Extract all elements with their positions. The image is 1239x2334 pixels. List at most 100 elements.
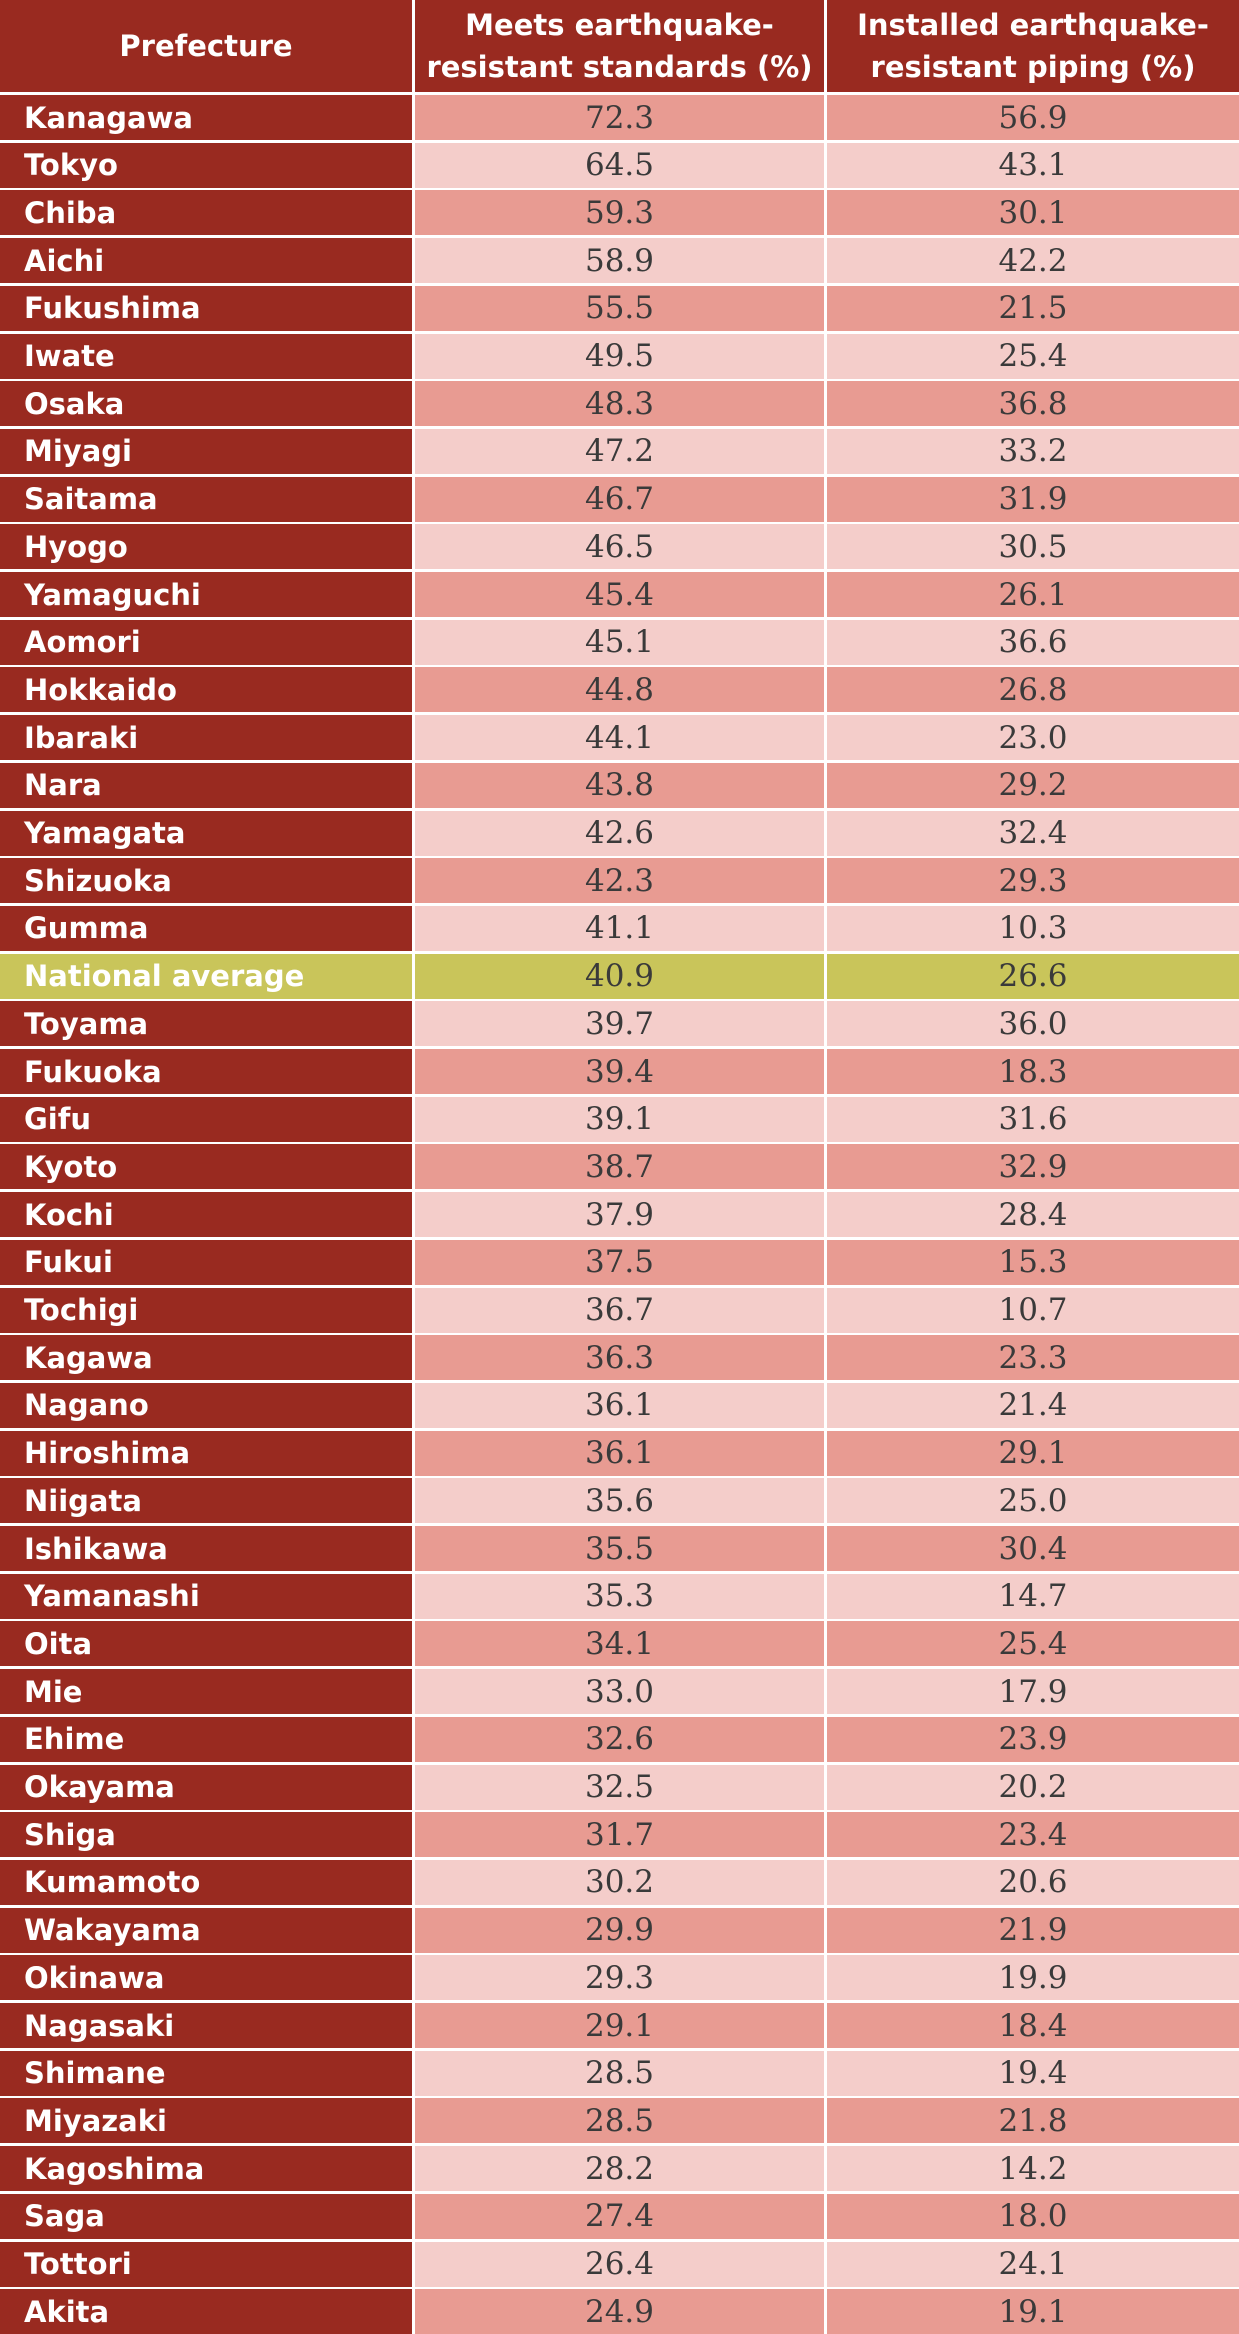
prefecture-name: Tokyo — [0, 142, 412, 188]
header-piping-line-1: Installed earthquake- — [857, 8, 1209, 42]
prefecture-name: Niigata — [0, 1478, 412, 1524]
table-row: Tottori 26.4 24.1 — [0, 2241, 1239, 2287]
piping-value: 21.8 — [827, 2098, 1239, 2144]
table-row: Mie 33.0 17.9 — [0, 1669, 1239, 1715]
table-row: Iwate 49.5 25.4 — [0, 333, 1239, 379]
header-standards-line-2: resistant standards (%) — [426, 50, 813, 84]
standards-value: 30.2 — [415, 1859, 824, 1905]
standards-value: 36.1 — [415, 1382, 824, 1428]
piping-value: 14.2 — [827, 2146, 1239, 2192]
standards-value: 32.6 — [415, 1716, 824, 1762]
table-row-national-average: National average 40.9 26.6 — [0, 953, 1239, 999]
standards-value: 34.1 — [415, 1621, 824, 1667]
prefecture-name: Osaka — [0, 381, 412, 427]
table-row: Yamagata 42.6 32.4 — [0, 810, 1239, 856]
standards-value: 46.5 — [415, 524, 824, 570]
piping-value: 21.4 — [827, 1382, 1239, 1428]
standards-value: 49.5 — [415, 333, 824, 379]
standards-value: 36.3 — [415, 1335, 824, 1381]
header-standards: Meets earthquake- resistant standards (%… — [415, 0, 824, 92]
table-row: Kochi 37.9 28.4 — [0, 1192, 1239, 1238]
piping-value: 20.6 — [827, 1859, 1239, 1905]
table-row: Fukuoka 39.4 18.3 — [0, 1049, 1239, 1094]
standards-value: 72.3 — [415, 95, 824, 140]
piping-value: 29.3 — [827, 858, 1239, 904]
table-row: Shizuoka 42.3 29.3 — [0, 858, 1239, 904]
piping-value: 25.4 — [827, 333, 1239, 379]
standards-value: 32.5 — [415, 1764, 824, 1810]
piping-value: 23.0 — [827, 715, 1239, 761]
prefecture-name: Aichi — [0, 238, 412, 284]
prefecture-name: Iwate — [0, 333, 412, 379]
standards-value: 44.1 — [415, 715, 824, 761]
prefecture-name: Aomori — [0, 619, 412, 665]
prefecture-name: Saga — [0, 2193, 412, 2239]
piping-value: 29.1 — [827, 1430, 1239, 1476]
table-row: Hokkaido 44.8 26.8 — [0, 667, 1239, 713]
table-row: Chiba 59.3 30.1 — [0, 190, 1239, 236]
table-row: Nagasaki 29.1 18.4 — [0, 2003, 1239, 2048]
standards-value: 41.1 — [415, 905, 824, 951]
piping-value: 10.7 — [827, 1287, 1239, 1333]
piping-value: 18.4 — [827, 2003, 1239, 2048]
standards-value: 37.5 — [415, 1239, 824, 1285]
prefecture-name: Kagawa — [0, 1335, 412, 1381]
piping-value: 17.9 — [827, 1669, 1239, 1715]
table-row: Osaka 48.3 36.8 — [0, 381, 1239, 427]
piping-value: 21.5 — [827, 285, 1239, 331]
table-row: Gumma 41.1 10.3 — [0, 905, 1239, 951]
prefecture-name: Wakayama — [0, 1907, 412, 1953]
prefecture-name: Fukui — [0, 1239, 412, 1285]
table-row: Yamaguchi 45.4 26.1 — [0, 572, 1239, 617]
standards-value: 35.3 — [415, 1573, 824, 1619]
standards-value: 47.2 — [415, 428, 824, 474]
prefecture-name: Okayama — [0, 1764, 412, 1810]
table-row: Kanagawa 72.3 56.9 — [0, 95, 1239, 140]
piping-value: 21.9 — [827, 1907, 1239, 1953]
prefecture-name: Shimane — [0, 2050, 412, 2096]
piping-value: 33.2 — [827, 428, 1239, 474]
standards-value: 45.1 — [415, 619, 824, 665]
standards-value: 59.3 — [415, 190, 824, 236]
table-row: Okinawa 29.3 19.9 — [0, 1955, 1239, 2001]
table-row: Kagawa 36.3 23.3 — [0, 1335, 1239, 1381]
piping-value: 18.0 — [827, 2193, 1239, 2239]
standards-value: 24.9 — [415, 2289, 824, 2334]
piping-value: 23.9 — [827, 1716, 1239, 1762]
piping-value: 19.4 — [827, 2050, 1239, 2096]
table-row: Miyazaki 28.5 21.8 — [0, 2098, 1239, 2144]
table-row: Hyogo 46.5 30.5 — [0, 524, 1239, 570]
prefecture-name: Ibaraki — [0, 715, 412, 761]
piping-value: 30.1 — [827, 190, 1239, 236]
table-row: Nagano 36.1 21.4 — [0, 1382, 1239, 1428]
prefecture-name: Hyogo — [0, 524, 412, 570]
standards-value: 45.4 — [415, 572, 824, 617]
standards-value: 29.1 — [415, 2003, 824, 2048]
table-row: Fukui 37.5 15.3 — [0, 1239, 1239, 1285]
table-row: Gifu 39.1 31.6 — [0, 1096, 1239, 1142]
standards-value: 42.3 — [415, 858, 824, 904]
header-piping: Installed earthquake- resistant piping (… — [827, 0, 1239, 92]
piping-value: 30.5 — [827, 524, 1239, 570]
prefecture-name: Nagano — [0, 1382, 412, 1428]
prefecture-name: Okinawa — [0, 1955, 412, 2001]
standards-value: 35.5 — [415, 1526, 824, 1571]
piping-value: 36.6 — [827, 619, 1239, 665]
table-row: Toyama 39.7 36.0 — [0, 1001, 1239, 1047]
table-row: Tochigi 36.7 10.7 — [0, 1287, 1239, 1333]
table-row: Akita 24.9 19.1 — [0, 2289, 1239, 2334]
piping-value: 26.1 — [827, 572, 1239, 617]
piping-value: 30.4 — [827, 1526, 1239, 1571]
prefecture-name: Tochigi — [0, 1287, 412, 1333]
standards-value: 31.7 — [415, 1812, 824, 1858]
standards-value: 39.7 — [415, 1001, 824, 1047]
header-prefecture-line: Prefecture — [119, 29, 293, 63]
standards-value: 39.1 — [415, 1096, 824, 1142]
prefecture-name: Gifu — [0, 1096, 412, 1142]
table-row: Aichi 58.9 42.2 — [0, 238, 1239, 284]
prefecture-name: National average — [0, 953, 412, 999]
prefecture-name: Ishikawa — [0, 1526, 412, 1571]
piping-value: 14.7 — [827, 1573, 1239, 1619]
standards-value: 36.1 — [415, 1430, 824, 1476]
